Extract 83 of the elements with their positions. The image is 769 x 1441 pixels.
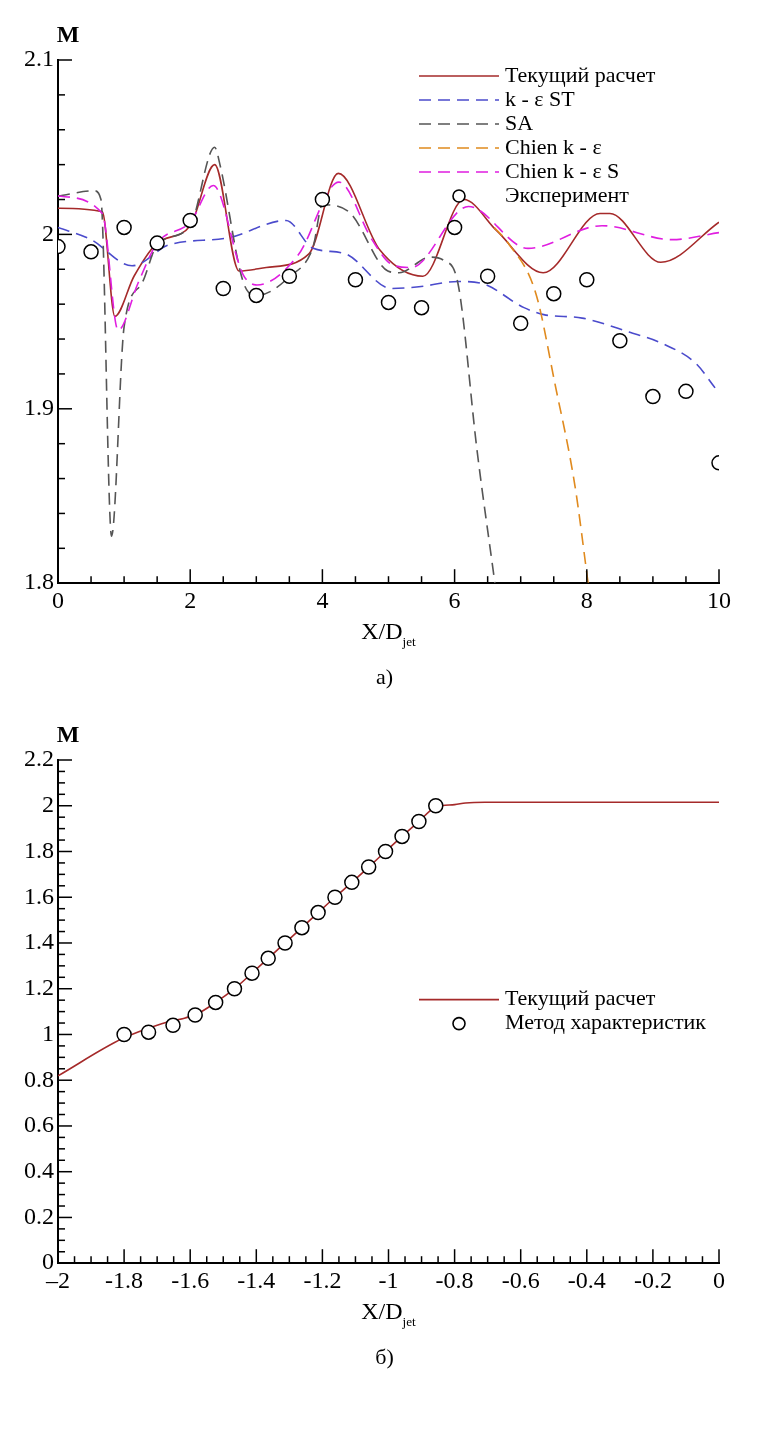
line-series — [493, 226, 589, 584]
legend-label: Chien k - ε S — [505, 157, 620, 183]
point — [226, 980, 243, 997]
point — [116, 219, 132, 236]
y-tick-label: 1.8 — [24, 836, 54, 863]
y-tick-label: 2 — [42, 219, 54, 246]
y-tick-label: 2.2 — [24, 745, 54, 772]
y-tick-label: 2.1 — [24, 45, 54, 72]
y-axis-title: M — [56, 721, 80, 747]
x-tick-label: 0 — [713, 1266, 725, 1293]
point — [314, 191, 331, 208]
text: а) — [374, 664, 395, 690]
point — [294, 919, 310, 936]
point — [344, 874, 360, 891]
point — [347, 271, 364, 288]
point — [182, 212, 198, 229]
point — [215, 280, 231, 297]
line-series — [58, 181, 719, 332]
y-tick-label: 2 — [42, 791, 54, 818]
point — [394, 828, 410, 845]
point — [277, 935, 293, 951]
x-tick-label: -0.4 — [567, 1266, 606, 1293]
point — [678, 383, 694, 400]
point — [612, 333, 628, 349]
point — [310, 904, 326, 921]
legend-label: Эксперимент — [505, 181, 630, 207]
x-tick-label: -0.6 — [501, 1266, 540, 1293]
x-tick-label: 8 — [580, 586, 593, 613]
line-series — [58, 146, 496, 584]
legend-label: Chien k - ε — [505, 133, 602, 159]
point — [446, 219, 463, 236]
point — [645, 388, 661, 405]
x-tick-label: 2 — [184, 586, 197, 613]
y-tick-label: 1 — [42, 1019, 54, 1046]
point — [327, 889, 343, 905]
point — [579, 271, 595, 288]
y-tick-label: 1.8 — [24, 568, 54, 595]
x-tick-label: 10 — [707, 586, 731, 613]
point — [83, 244, 99, 260]
point — [512, 315, 529, 332]
y-tick-label: 0.6 — [24, 1111, 54, 1138]
point — [377, 843, 394, 860]
y-tick-label: 1.2 — [24, 974, 54, 1001]
y-tick-label: 0.2 — [24, 1202, 54, 1229]
point — [260, 950, 276, 967]
y-tick-label: 0.4 — [24, 1157, 54, 1184]
point — [380, 294, 397, 311]
y-tick-label: 1.4 — [24, 928, 54, 955]
x-tick-label: -1.2 — [303, 1266, 342, 1293]
point — [116, 1026, 132, 1043]
line-series — [58, 163, 719, 318]
point — [360, 859, 377, 875]
legend-label: SA — [505, 109, 534, 135]
line-series — [58, 219, 716, 389]
text: б) — [374, 1344, 395, 1370]
legend-label: Метод характеристик — [505, 1009, 707, 1035]
x-tick-label: -1.4 — [237, 1266, 276, 1293]
point — [244, 965, 260, 981]
y-tick-label: 1.6 — [24, 882, 54, 909]
point — [281, 268, 298, 285]
point — [187, 1007, 203, 1023]
x-tick-label: 4 — [316, 586, 329, 613]
point — [411, 813, 427, 830]
point — [248, 287, 265, 304]
x-tick-label: -1.8 — [105, 1266, 144, 1293]
point — [546, 285, 562, 302]
x-tick-label: -0.8 — [435, 1266, 474, 1293]
y-tick-label: 0.8 — [24, 1065, 54, 1092]
point — [207, 994, 224, 1011]
point — [413, 299, 430, 316]
legend-label: Текущий расчет — [505, 61, 656, 87]
x-tick-label: -0.2 — [633, 1266, 672, 1293]
point — [149, 235, 165, 251]
legend-label: Текущий расчет — [505, 985, 656, 1011]
point — [165, 1017, 181, 1034]
point — [479, 268, 496, 285]
x-tick-label: 6 — [448, 586, 461, 613]
point — [140, 1024, 157, 1040]
y-axis-title: M — [56, 21, 80, 47]
x-tick-label: -1 — [378, 1266, 399, 1293]
y-tick-label: 1.9 — [24, 394, 54, 421]
point — [428, 798, 444, 814]
x-tick-label: -1.6 — [171, 1266, 210, 1293]
